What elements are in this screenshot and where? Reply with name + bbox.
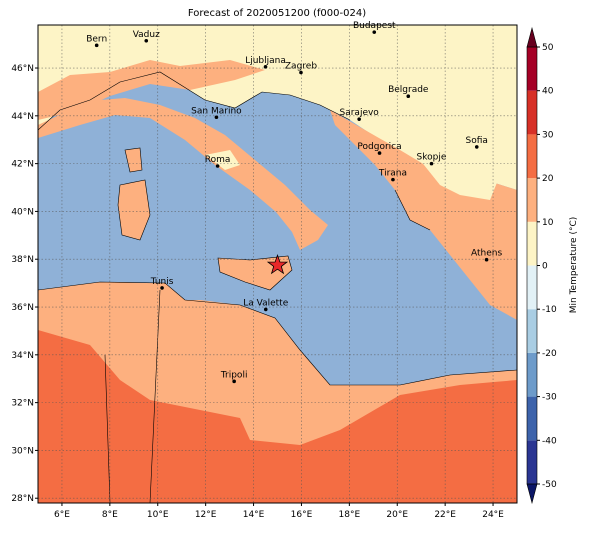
x-tick-label: 10°E xyxy=(147,510,169,520)
city-label: San Marino xyxy=(191,106,242,116)
city-dot xyxy=(484,257,489,262)
city-dot xyxy=(263,65,268,69)
map-title: Forecast of 2020051200 (f000-024) xyxy=(188,8,366,19)
city-dot xyxy=(429,161,434,166)
city-label: Sarajevo xyxy=(340,108,380,118)
colorbar-band xyxy=(527,352,537,397)
x-tick-label: 6°E xyxy=(54,510,70,520)
y-tick-label: 44°N xyxy=(11,112,34,122)
x-tick-label: 14°E xyxy=(243,510,265,520)
city-label: Ljubljana xyxy=(245,56,286,66)
colorbar-band xyxy=(527,90,537,135)
colorbar-tick-label: -40 xyxy=(542,436,557,446)
map-frame xyxy=(37,24,518,504)
city-label: Skopje xyxy=(417,153,447,163)
y-tick-label: 40°N xyxy=(11,207,34,217)
y-tick-label: 34°N xyxy=(11,351,34,361)
city-dot xyxy=(144,38,149,43)
colorbar-tick-label: 0 xyxy=(542,262,548,272)
colorbar-label: Min Temperature (°C) xyxy=(569,217,579,314)
y-tick-label: 38°N xyxy=(11,255,34,265)
land-balkans xyxy=(330,110,517,320)
x-tick-label: 22°E xyxy=(434,510,456,520)
city-label: Tirana xyxy=(378,169,407,179)
colorbar-under xyxy=(526,483,538,505)
x-tick-label: 16°E xyxy=(291,510,313,520)
city-label: Roma xyxy=(205,155,231,165)
city-dot xyxy=(391,177,395,182)
city-label: Belgrade xyxy=(388,85,429,95)
colorbar-band xyxy=(527,47,537,91)
land-roma xyxy=(205,150,240,170)
y-tick-label: 46°N xyxy=(11,64,34,74)
colorbar-band xyxy=(527,309,537,353)
colorbar-band xyxy=(527,178,537,222)
x-tick-label: 20°E xyxy=(386,510,408,520)
colorbar-tick-label: 40 xyxy=(542,87,554,97)
x-tick-label: 8°E xyxy=(102,510,118,520)
colorbar-band xyxy=(527,221,537,266)
y-tick-label: 32°N xyxy=(11,399,34,409)
x-tick-label: 24°E xyxy=(482,510,504,520)
city-dot xyxy=(474,145,479,149)
city-dot xyxy=(372,30,377,34)
city-dot xyxy=(406,94,411,99)
city-dot xyxy=(357,117,361,121)
forecast-marker xyxy=(266,253,289,275)
colorbar-band xyxy=(527,440,537,484)
x-tick-label: 18°E xyxy=(339,510,361,520)
colorbar-tick-label: -10 xyxy=(542,305,557,315)
city-label: Vaduz xyxy=(133,30,160,40)
colorbar-tick-label: 20 xyxy=(542,174,554,184)
city-dot xyxy=(263,307,268,312)
city-label: Sofia xyxy=(466,136,488,146)
land-italy xyxy=(38,98,328,250)
colorbar-tick-label: 30 xyxy=(542,130,554,140)
colorbar-tick-label: 50 xyxy=(542,43,554,53)
city-label: La Valette xyxy=(243,298,288,308)
city-label: Bern xyxy=(86,34,107,44)
city-label: Zagreb xyxy=(285,62,317,72)
y-tick-label: 36°N xyxy=(11,303,34,313)
city-label: Tripoli xyxy=(220,370,248,380)
grid: 6°E 8°E 10°E 12°E 14°E 16°E 18°E 20°E 22°E 24°E 28… xyxy=(11,25,517,520)
x-tick-label: 12°E xyxy=(195,510,217,520)
colorbar-tick-label: 10 xyxy=(542,218,554,228)
city-label: Budapest xyxy=(353,21,396,31)
land-bulgaria xyxy=(420,160,500,200)
y-tick-label: 42°N xyxy=(11,160,34,170)
colorbar-over xyxy=(526,26,538,48)
city-label: Tunis xyxy=(150,277,174,287)
city-dot xyxy=(377,151,382,155)
city-dot xyxy=(299,70,303,75)
colorbar-band xyxy=(527,396,537,441)
borders xyxy=(38,71,517,503)
y-tick-label: 30°N xyxy=(11,446,34,456)
land-alps xyxy=(38,60,265,120)
city-dot xyxy=(215,164,220,168)
city-dot xyxy=(214,115,219,120)
colorbar-tick-label: -50 xyxy=(542,480,557,490)
colorbar-band xyxy=(527,265,537,310)
city-dot xyxy=(232,379,236,384)
colorbar-tick-label: -30 xyxy=(542,393,557,403)
land-islands xyxy=(118,148,150,240)
colorbar: -50 -40 -30 -20 -10 0 10 20 30 40 50 xyxy=(526,26,557,505)
colorbar-tick-label: -20 xyxy=(542,349,557,359)
city-label: Athens xyxy=(471,249,502,259)
city-dot xyxy=(160,286,164,290)
colorbar-band xyxy=(527,134,537,179)
y-tick-label: 28°N xyxy=(11,494,34,504)
city-dot xyxy=(94,43,99,48)
city-label: Podgorica xyxy=(357,142,401,152)
